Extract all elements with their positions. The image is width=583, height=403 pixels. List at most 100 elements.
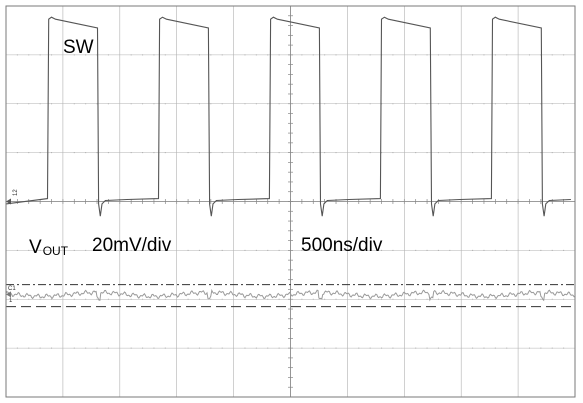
grid-minor-dot xyxy=(96,152,98,154)
grid-minor-dot xyxy=(153,103,155,105)
grid-minor-dot xyxy=(221,298,223,300)
vout-label: VOUT xyxy=(29,237,69,258)
grid-minor-dot xyxy=(312,249,314,251)
grid-minor-dot xyxy=(164,54,166,56)
grid-minor-dot xyxy=(28,298,30,300)
grid-minor-dot xyxy=(506,103,508,105)
sw-label: SW xyxy=(63,37,94,58)
grid-minor-dot xyxy=(369,249,371,251)
grid-minor-dot xyxy=(358,347,360,349)
grid-minor-dot xyxy=(437,347,439,349)
grid-minor-dot xyxy=(415,103,417,105)
grid-minor-dot xyxy=(244,54,246,56)
grid-minor-dot xyxy=(255,54,257,56)
grid-minor-dot xyxy=(563,347,565,349)
grid-minor-dot xyxy=(16,347,18,349)
grid-minor-dot xyxy=(130,347,132,349)
grid-minor-dot xyxy=(494,347,496,349)
grid-minor-dot xyxy=(426,298,428,300)
grid-minor-dot xyxy=(494,249,496,251)
grid-minor-dot xyxy=(85,298,87,300)
grid-minor-dot xyxy=(324,152,326,154)
grid-minor-dot xyxy=(142,347,144,349)
grid-minor-dot xyxy=(324,298,326,300)
grid-minor-dot xyxy=(483,103,485,105)
grid-minor-dot xyxy=(358,298,360,300)
grid-minor-dot xyxy=(73,152,75,154)
grid-minor-dot xyxy=(73,249,75,251)
grid-minor-dot xyxy=(426,54,428,56)
vout-label-main: V xyxy=(29,237,42,258)
grid-minor-dot xyxy=(369,54,371,56)
grid-minor-dot xyxy=(528,249,530,251)
grid-minor-dot xyxy=(449,103,451,105)
grid-minor-dot xyxy=(381,103,383,105)
grid-minor-dot xyxy=(244,103,246,105)
grid-minor-dot xyxy=(28,249,30,251)
grid-minor-dot xyxy=(187,54,189,56)
grid-minor-dot xyxy=(187,152,189,154)
grid-minor-dot xyxy=(96,103,98,105)
grid-minor-dot xyxy=(278,103,280,105)
grid-minor-dot xyxy=(358,249,360,251)
grid-minor-dot xyxy=(164,249,166,251)
grid-minor-dot xyxy=(301,103,303,105)
grid-minor-dot xyxy=(426,249,428,251)
grid-minor-dot xyxy=(107,152,109,154)
grid-minor-dot xyxy=(73,54,75,56)
grid-minor-dot xyxy=(39,152,41,154)
grid-minor-dot xyxy=(312,152,314,154)
grid-minor-dot xyxy=(324,249,326,251)
grid-minor-dot xyxy=(107,249,109,251)
grid-minor-dot xyxy=(563,54,565,56)
grid-minor-dot xyxy=(358,152,360,154)
grid-minor-dot xyxy=(267,103,269,105)
grid-minor-dot xyxy=(130,152,132,154)
grid-minor-dot xyxy=(335,298,337,300)
grid-minor-dot xyxy=(472,249,474,251)
vout-label-subscript: OUT xyxy=(43,244,69,258)
grid-minor-dot xyxy=(51,298,53,300)
grid-minor-dot xyxy=(221,347,223,349)
grid-minor-dot xyxy=(449,152,451,154)
grid-minor-dot xyxy=(187,249,189,251)
grid-minor-dot xyxy=(16,249,18,251)
grid-minor-dot xyxy=(130,103,132,105)
grid-minor-dot xyxy=(96,54,98,56)
grid-minor-dot xyxy=(540,54,542,56)
grid-minor-dot xyxy=(255,249,257,251)
grid-minor-dot xyxy=(369,103,371,105)
grid-minor-dot xyxy=(164,347,166,349)
grid-minor-dot xyxy=(107,103,109,105)
grid-minor-dot xyxy=(528,152,530,154)
grid-minor-dot xyxy=(335,54,337,56)
grid-minor-dot xyxy=(551,54,553,56)
grid-minor-dot xyxy=(312,298,314,300)
grid-minor-dot xyxy=(73,103,75,105)
vout-trace xyxy=(5,288,575,302)
grid-minor-dot xyxy=(392,54,394,56)
grid-minor-dot xyxy=(107,347,109,349)
grid-minor-dot xyxy=(506,298,508,300)
grid-minor-dot xyxy=(381,298,383,300)
grid-minor-dot xyxy=(28,103,30,105)
ch1-ground-marker: C1 xyxy=(8,286,16,292)
grid-minor-dot xyxy=(198,347,200,349)
grid-minor-dot xyxy=(312,347,314,349)
grid-minor-dot xyxy=(153,347,155,349)
grid-minor-dot xyxy=(85,152,87,154)
grid-minor-dot xyxy=(437,103,439,105)
grid-minor-dot xyxy=(301,298,303,300)
grid-minor-dot xyxy=(301,54,303,56)
grid-minor-dot xyxy=(51,103,53,105)
grid-minor-dot xyxy=(324,54,326,56)
grid-minor-dot xyxy=(210,54,212,56)
grid-minor-dot xyxy=(267,54,269,56)
grid-minor-dot xyxy=(472,103,474,105)
grid-minor-dot xyxy=(153,152,155,154)
grid-minor-dot xyxy=(221,103,223,105)
grid-minor-dot xyxy=(85,54,87,56)
grid-minor-dot xyxy=(415,152,417,154)
grid-minor-dot xyxy=(267,249,269,251)
